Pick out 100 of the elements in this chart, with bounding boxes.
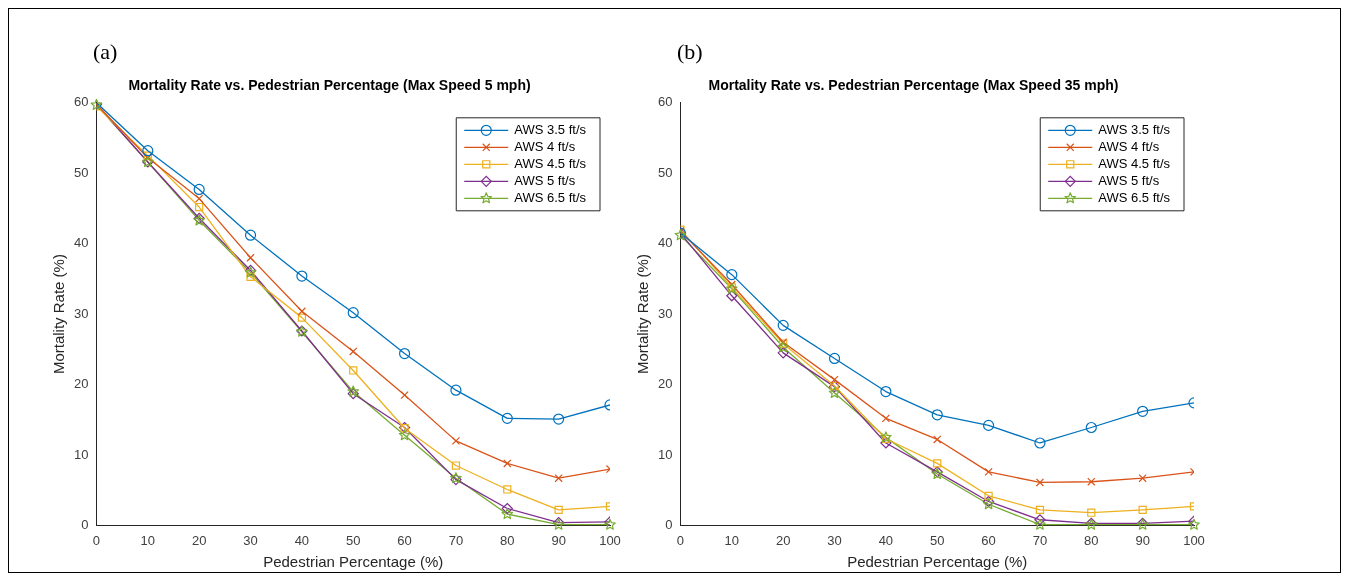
point	[193, 183, 205, 196]
y-tick-label: 10	[657, 446, 673, 462]
point	[828, 386, 841, 399]
point	[451, 461, 461, 470]
x-tick-label: 30	[827, 532, 842, 548]
x-tick-label: 90	[551, 532, 566, 548]
point	[1137, 405, 1149, 417]
point	[1085, 518, 1098, 530]
x-tick-label: 0	[676, 532, 685, 548]
legend-label: AWS 3.5 ft/s	[1098, 121, 1171, 137]
y-axis-title: Mortality Rate (%)	[50, 254, 68, 375]
y-tick-label: 50	[657, 164, 673, 180]
point	[1087, 508, 1096, 517]
point	[880, 385, 892, 398]
point	[881, 414, 891, 423]
x-tick-label: 80	[500, 532, 515, 548]
x-tick-label: 0	[92, 532, 101, 548]
point	[142, 145, 154, 157]
legend-label: AWS 5 ft/s	[514, 172, 576, 188]
legend-label: AWS 4 ft/s	[514, 138, 576, 154]
point	[501, 502, 513, 515]
point	[984, 467, 993, 477]
point	[554, 474, 563, 483]
legend-label: AWS 4 ft/s	[1098, 138, 1160, 154]
point	[1034, 518, 1046, 530]
x-tick-label: 40	[294, 532, 310, 548]
x-tick-label: 20	[775, 532, 791, 548]
text: (b)	[677, 39, 703, 65]
legend-label: AWS 3.5 ft/s	[514, 121, 587, 137]
point	[90, 98, 103, 110]
legend-label: AWS 6.5 ft/s	[1098, 189, 1171, 205]
y-tick-label: 30	[73, 305, 89, 321]
point	[931, 409, 943, 421]
point	[777, 319, 789, 331]
point	[1138, 474, 1147, 483]
y-tick-label: 60	[73, 94, 89, 110]
chart-title: Mortality Rate vs. Pedestrian Percentage (Max Speed 5 mph)	[128, 77, 531, 94]
x-tick-label: 30	[243, 532, 258, 548]
point	[1034, 437, 1046, 449]
x-tick-label: 70	[448, 532, 464, 548]
point	[984, 491, 993, 500]
x-tick-label: 70	[1032, 532, 1048, 548]
point	[501, 412, 513, 424]
point	[777, 341, 789, 353]
x-tick-label: 60	[981, 532, 996, 548]
x-tick-label: 100	[599, 532, 621, 548]
y-tick-label: 20	[657, 376, 673, 392]
point	[244, 229, 257, 241]
point	[1035, 478, 1045, 487]
point	[297, 313, 307, 322]
y-tick-label: 40	[657, 235, 673, 251]
point	[246, 272, 255, 281]
legend-label: AWS 4.5 ft/s	[514, 155, 587, 171]
legend-label: AWS 6.5 ft/s	[514, 189, 587, 205]
point	[503, 485, 512, 494]
point	[1085, 421, 1097, 434]
legend-label: AWS 4.5 ft/s	[1098, 155, 1171, 171]
point	[246, 253, 255, 262]
point	[674, 229, 687, 241]
point	[195, 194, 204, 203]
point	[297, 307, 307, 316]
point	[349, 366, 358, 375]
point	[398, 347, 411, 360]
point	[1087, 477, 1096, 486]
x-axis-title: Pedestrian Percentage (%)	[263, 553, 444, 571]
y-tick-label: 60	[657, 94, 673, 110]
point	[726, 290, 738, 302]
point	[553, 413, 565, 425]
x-axis-title: Pedestrian Percentage (%)	[847, 553, 1028, 571]
y-tick-label: 50	[73, 164, 89, 180]
x-tick-label: 10	[724, 532, 740, 548]
point	[552, 518, 565, 530]
point	[777, 347, 789, 359]
x-tick-label: 90	[1135, 532, 1150, 548]
point	[349, 347, 358, 356]
point	[933, 459, 942, 468]
point	[1136, 518, 1149, 530]
point	[451, 436, 461, 446]
x-tick-label: 10	[140, 532, 156, 548]
point	[501, 508, 514, 520]
y-tick-label: 0	[665, 516, 673, 532]
point	[296, 270, 308, 282]
point	[347, 307, 359, 319]
x-tick-label: 20	[191, 532, 207, 548]
point	[880, 437, 892, 449]
y-axis-title: Mortality Rate (%)	[634, 254, 652, 375]
point	[982, 419, 995, 431]
x-tick-label: 100	[1183, 532, 1205, 548]
point	[1035, 505, 1045, 515]
legend-label: AWS 5 ft/s	[1098, 172, 1160, 188]
x-tick-label: 80	[1084, 532, 1099, 548]
y-tick-label: 40	[73, 235, 89, 251]
point	[828, 352, 841, 365]
point	[398, 429, 411, 441]
y-tick-label: 30	[657, 305, 673, 321]
point	[195, 202, 204, 212]
point	[933, 435, 942, 444]
chart-title: Mortality Rate vs. Pedestrian Percentage (Max Speed 35 mph)	[708, 77, 1119, 94]
x-tick-label: 40	[878, 532, 894, 548]
point	[554, 505, 563, 515]
